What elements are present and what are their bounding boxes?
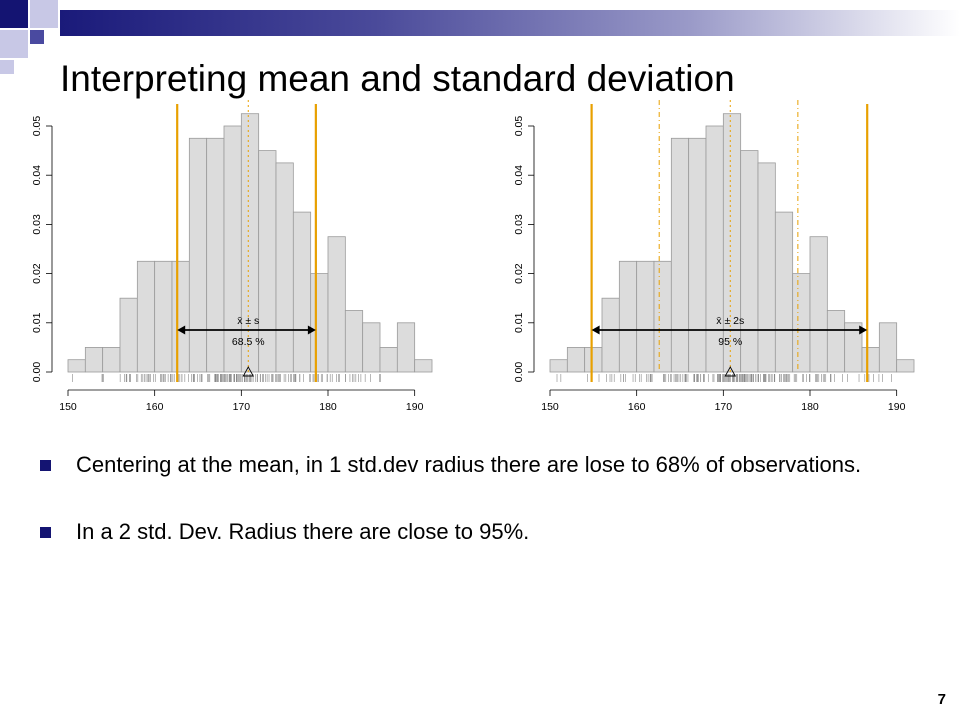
mean-triangle-icon — [724, 366, 737, 377]
y-tick-label: 0.03 — [31, 214, 43, 235]
x-tick-label: 190 — [888, 401, 906, 413]
histogram-bar — [292, 211, 312, 373]
histogram-bar — [878, 322, 898, 373]
y-tick-label: 0.04 — [513, 165, 525, 186]
x-tick-label: 160 — [146, 401, 164, 413]
bullet-text: Centering at the mean, in 1 std.dev radi… — [76, 452, 862, 477]
x-tick-label: 150 — [59, 401, 77, 413]
histogram-bar — [154, 260, 173, 373]
bullet-square-icon — [40, 527, 51, 538]
histogram-bar — [566, 346, 586, 373]
histogram-bar — [136, 260, 156, 373]
arrow-head-left-icon — [177, 325, 186, 335]
y-tick-label: 0.00 — [513, 362, 525, 383]
histogram-bar — [792, 273, 811, 373]
histogram-bar — [653, 260, 672, 373]
histogram-bar — [379, 346, 398, 373]
x-tick-label: 170 — [233, 401, 251, 413]
x-tick-label: 180 — [319, 401, 337, 413]
y-tick-label: 0.02 — [31, 263, 43, 284]
histogram-bar — [774, 211, 794, 373]
bullet-text: In a 2 std. Dev. Radius there are close … — [76, 519, 530, 544]
bullet-square-icon — [40, 460, 51, 471]
histogram-bar — [896, 359, 915, 373]
histogram-bar — [636, 260, 655, 373]
x-tick-label: 190 — [406, 401, 424, 413]
histogram-bar — [688, 137, 707, 373]
histogram-bar — [362, 322, 381, 373]
x-tick-label: 150 — [541, 401, 559, 413]
x-tick-label: 160 — [628, 401, 646, 413]
y-tick-label: 0.05 — [513, 116, 525, 137]
histogram-bar — [275, 162, 294, 373]
histogram-bar — [102, 346, 121, 373]
y-tick-label: 0.04 — [31, 165, 43, 186]
corner-square-lavender-1 — [30, 0, 58, 28]
histogram-bar — [396, 322, 416, 373]
interval-percent: 68.5 % — [232, 336, 265, 348]
histogram-bar — [601, 297, 620, 373]
histogram-bar — [757, 162, 776, 373]
mean-triangle-icon — [242, 366, 255, 377]
arrow-head-right-icon — [859, 325, 868, 335]
y-tick-label: 0.01 — [513, 312, 525, 333]
corner-square-lavender-2 — [0, 30, 28, 58]
histogram-bar — [188, 137, 208, 373]
histogram-bar — [344, 310, 364, 373]
histogram-bar — [549, 359, 568, 373]
corner-square-navy-2 — [30, 30, 44, 44]
interval-percent: 95 % — [718, 336, 742, 348]
histogram-bar — [722, 113, 742, 373]
arrow-head-left-icon — [591, 325, 600, 335]
histogram-bar — [327, 236, 346, 373]
histogram-bar — [618, 260, 638, 373]
histogram-bar — [414, 359, 433, 373]
y-tick-label: 0.00 — [31, 362, 43, 383]
bullet-list: Centering at the mean, in 1 std.dev radi… — [40, 452, 920, 544]
histogram-one-sd: 0.00 0.01 0.02 0.03 0.04 0.05 150 160 170 180 190 x… — [31, 100, 433, 413]
histogram-bar — [740, 150, 759, 373]
y-tick-label: 0.05 — [31, 116, 43, 137]
bullet-item: Centering at the mean, in 1 std.dev radi… — [40, 452, 920, 477]
y-tick-label: 0.03 — [513, 214, 525, 235]
histogram-bar — [861, 346, 880, 373]
histogram-bar — [84, 346, 104, 373]
histogram-bar — [67, 359, 86, 373]
histogram-bar — [119, 297, 138, 373]
x-tick-label: 170 — [715, 401, 733, 413]
bullet-item: In a 2 std. Dev. Radius there are close … — [40, 519, 920, 544]
page-number: 7 — [937, 691, 946, 708]
corner-square-lavender-3 — [0, 60, 14, 74]
title-gradient-bar — [60, 10, 960, 36]
interval-label: x̄ ± s — [237, 315, 259, 327]
histogram-bar — [809, 236, 828, 373]
histogram-two-sd: 0.00 0.01 0.02 0.03 0.04 0.05 150 160 170 180 190 x… — [513, 100, 915, 413]
histogram-bar — [240, 113, 260, 373]
histogram-bar — [310, 273, 329, 373]
slide-title: Interpreting mean and standard deviation — [60, 58, 735, 99]
histogram-bar — [206, 137, 225, 373]
histogram-bar — [670, 137, 690, 373]
y-tick-label: 0.02 — [513, 263, 525, 284]
interval-label: x̄ ± 2s — [716, 315, 744, 327]
corner-square-navy-1 — [0, 0, 28, 28]
histogram-bar — [171, 260, 190, 373]
x-tick-label: 180 — [801, 401, 819, 413]
histogram-bar — [826, 310, 846, 373]
arrow-head-right-icon — [307, 325, 316, 335]
y-tick-label: 0.01 — [31, 312, 43, 333]
histogram-bar — [584, 346, 603, 373]
